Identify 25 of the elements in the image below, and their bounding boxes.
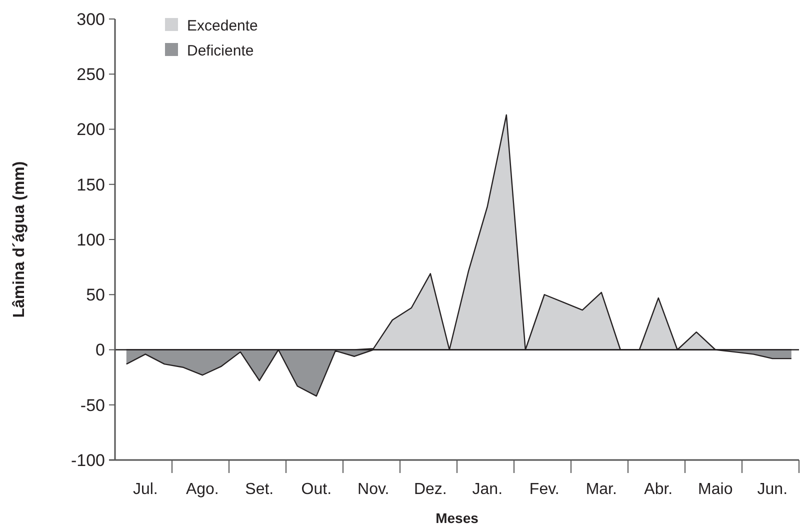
x-tick-label: Jun. (757, 481, 788, 498)
x-tick-label: Maio (698, 481, 733, 498)
y-tick-label: 300 (76, 10, 105, 29)
y-tick-label: 0 (96, 340, 105, 360)
x-axis-title: Meses (436, 510, 479, 526)
y-tick-label: -100 (70, 450, 105, 470)
y-tick-label: 150 (76, 175, 105, 194)
legend-label: Excedente (187, 17, 258, 34)
y-tick-label: 200 (76, 120, 105, 140)
y-tick-label: -50 (80, 396, 105, 415)
x-tick-label: Out. (301, 481, 332, 498)
x-tick-label: Fev. (529, 481, 560, 498)
x-tick-label: Mar. (586, 481, 617, 498)
x-tick-label: Nov. (358, 481, 390, 498)
y-tick-label: 50 (86, 286, 105, 305)
x-tick-label: Abr. (644, 481, 673, 498)
y-tick-label: 250 (76, 65, 105, 84)
x-tick-label: Dez. (414, 481, 447, 498)
y-tick-label: 100 (76, 230, 105, 250)
x-tick-label: Ago. (186, 481, 219, 498)
x-tick-label: Jan. (472, 481, 503, 498)
x-tick-label: Jul. (132, 481, 158, 498)
x-tick-label: Set. (245, 481, 274, 498)
y-axis-title: Lâmina d´água (mm) (11, 161, 28, 318)
legend-label: Deficiente (187, 42, 254, 60)
